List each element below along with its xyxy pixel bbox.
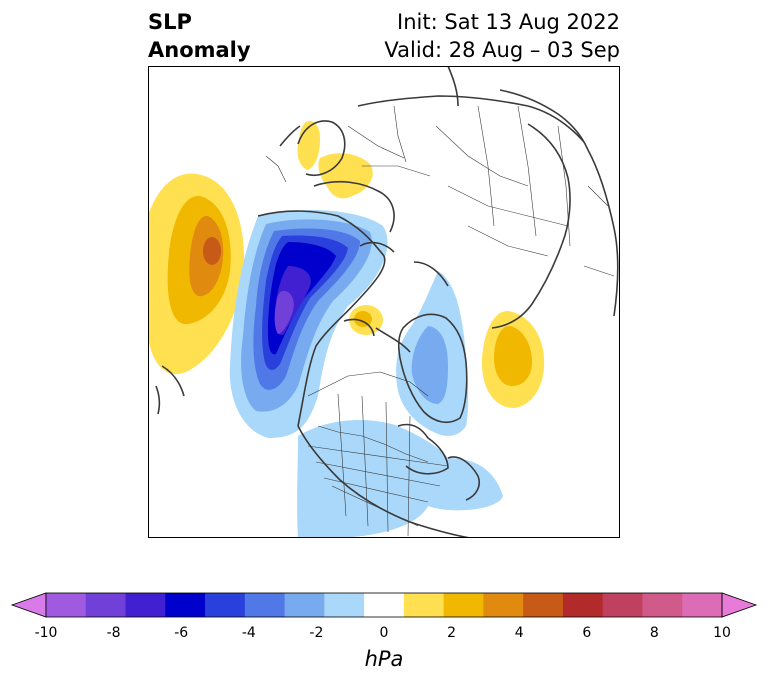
- valid-range: Valid: 28 Aug – 03 Sep: [384, 38, 620, 62]
- north-pacific-high: [148, 173, 245, 375]
- colorbar-tick-label: 2: [447, 625, 457, 641]
- colorbar-tick-label: 4: [514, 625, 524, 641]
- arctic-high: [349, 305, 383, 335]
- colorbar-tick-label: 6: [582, 625, 592, 641]
- colorbar-tick-label: 8: [649, 625, 659, 641]
- colorbar-tick-label: 0: [379, 625, 389, 641]
- anomaly-map: [148, 66, 620, 538]
- colorbar-segment: [165, 593, 206, 617]
- colorbar-segment: [483, 593, 524, 617]
- colorbar-units-label: hPa: [364, 647, 404, 671]
- colorbar-extend-min: [10, 592, 47, 618]
- colorbar-tick-label: -4: [241, 625, 256, 641]
- coastlines: [155, 66, 619, 538]
- colorbar-segment: [523, 593, 564, 617]
- colorbar-extend-max: [721, 592, 758, 618]
- colorbar-segment: [324, 593, 365, 617]
- colorbar-outline: [45, 592, 723, 618]
- eastern-us-low: [297, 420, 503, 538]
- title-line-1: SLP: [148, 10, 192, 34]
- western-canada-low: [229, 210, 388, 438]
- colorbar-tick-label: -6: [174, 625, 189, 641]
- atlantic-greenland-low: [396, 271, 469, 436]
- colorbar-segment: [85, 593, 127, 617]
- colorbar-tick-label: -8: [106, 625, 121, 641]
- title-line-2: Anomaly: [148, 38, 251, 62]
- chart-title: SLP Anomaly: [148, 8, 251, 64]
- political-borders: [265, 105, 615, 537]
- colorbar-segment: [364, 593, 405, 617]
- anomaly-shading: [148, 120, 545, 538]
- colorbar-segment: [682, 593, 723, 617]
- colorbar-tick-label: -10: [34, 625, 58, 641]
- colorbar-segment: [642, 593, 683, 617]
- colorbar-segment: [443, 593, 484, 617]
- colorbar: [10, 592, 758, 618]
- forecast-dates: Init: Sat 13 Aug 2022 Valid: 28 Aug – 03…: [384, 8, 620, 64]
- north-atlantic-high: [482, 310, 545, 408]
- colorbar-segment: [244, 593, 286, 617]
- colorbar-segment: [125, 593, 166, 617]
- colorbar-segment: [46, 593, 87, 617]
- colorbar-segment: [602, 593, 643, 617]
- colorbar-segment: [284, 593, 325, 617]
- map-frame: [148, 66, 620, 538]
- colorbar-segment: [205, 593, 246, 617]
- init-date: Init: Sat 13 Aug 2022: [397, 10, 620, 34]
- colorbar-segment: [403, 593, 445, 617]
- colorbar-tick-label: 10: [713, 625, 731, 641]
- colorbar-segment: [562, 593, 604, 617]
- colorbar-tick-label: -2: [309, 625, 324, 641]
